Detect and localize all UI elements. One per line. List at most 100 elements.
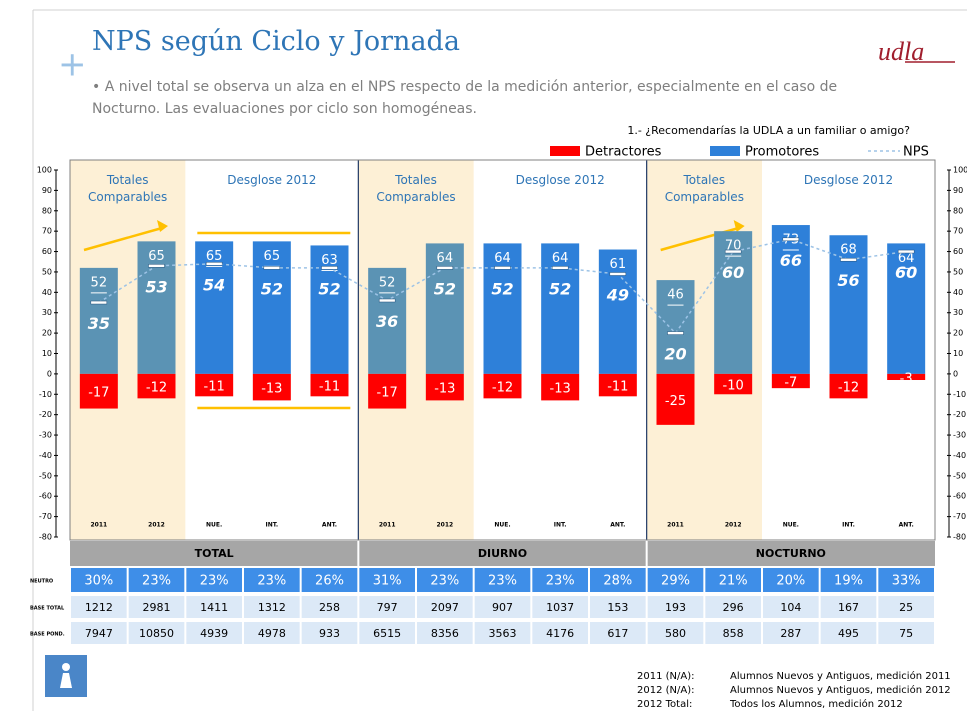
- table-value: 4978: [258, 627, 286, 640]
- table-cell: [878, 596, 934, 618]
- x-tick-label: 2012: [436, 522, 453, 529]
- bullet-text: A nivel total se observa un alza en el N…: [92, 79, 838, 117]
- y-tick-label: 30: [42, 308, 52, 317]
- table-cell: [71, 596, 127, 618]
- nps-marker: [378, 298, 396, 303]
- footnote-term: 2012 (N/A):: [637, 685, 695, 696]
- bar: [79, 373, 118, 409]
- table-cell: [301, 568, 358, 592]
- nps-label: 52: [549, 279, 571, 298]
- nps-label: 52: [261, 279, 283, 298]
- y-tick-label: -50: [39, 471, 52, 480]
- bar: [598, 373, 637, 397]
- nps-marker: [494, 266, 511, 270]
- table-value: 287: [780, 627, 801, 640]
- y2-tick-label: 60: [953, 247, 963, 256]
- plus-icon: +: [58, 45, 87, 85]
- bar: [656, 280, 695, 374]
- promoter-label: 65: [264, 249, 281, 264]
- bar: [368, 267, 407, 374]
- y-tick-label: -40: [39, 451, 52, 460]
- x-tick-label: NUE.: [206, 522, 222, 529]
- legend-swatch: [550, 146, 580, 156]
- table-cell: [705, 622, 761, 644]
- nps-label: 35: [88, 314, 110, 333]
- promoter-label: 63: [321, 253, 338, 268]
- y-tick-label: -20: [39, 410, 52, 419]
- y-tick-label: 40: [42, 288, 52, 297]
- table-group: TOTAL: [195, 547, 234, 560]
- y2-tick-label: 0: [953, 369, 958, 378]
- table-value: 23%: [488, 574, 517, 589]
- promoter-label: 52: [379, 275, 396, 290]
- nps-label: 52: [318, 279, 340, 298]
- title: NPS según Ciclo y Jornada: [92, 26, 460, 57]
- table-group: NOCTURNO: [756, 547, 826, 560]
- table-group: DIURNO: [478, 547, 527, 560]
- footnote-text: Alumnos Nuevos y Antiguos, medición 2011: [730, 670, 951, 682]
- x-tick-label: ANT.: [899, 522, 914, 529]
- nps-label: 56: [837, 271, 859, 290]
- y-tick-label: 10: [42, 349, 52, 358]
- footnote-text: Todos los Alumnos, medición 2012: [729, 698, 903, 710]
- bar: [714, 231, 753, 374]
- y-tick-label: -10: [39, 390, 52, 399]
- bar: [656, 373, 695, 425]
- footnote-term: 2011 (N/A):: [637, 671, 695, 682]
- x-tick-label: 2011: [667, 522, 684, 529]
- y-tick-label: -80: [39, 533, 52, 542]
- table-value: 75: [899, 627, 913, 640]
- table-value: 21%: [719, 574, 748, 589]
- table-cell: [301, 596, 358, 618]
- y2-tick-label: -60: [953, 492, 966, 501]
- detractor-label: -12: [838, 381, 859, 396]
- table-value: 3563: [489, 627, 517, 640]
- row-label: NEUTRO: [30, 579, 53, 585]
- promoter-label: 46: [667, 288, 684, 303]
- bar: [771, 373, 810, 389]
- group-left-label: Totales Comparables: [88, 173, 168, 204]
- y-tick-label: 20: [42, 329, 52, 338]
- table-value: 6515: [373, 627, 401, 640]
- x-tick-label: INT.: [265, 522, 278, 529]
- table-value: 10850: [139, 627, 174, 640]
- table-cell: [417, 596, 473, 618]
- table-value: 296: [723, 601, 744, 614]
- row-label: BASE POND.: [30, 632, 65, 638]
- y-tick-label: 0: [47, 369, 52, 378]
- legend-label: Promotores: [745, 145, 819, 160]
- bar: [368, 373, 407, 409]
- table-cell: [705, 596, 761, 618]
- x-tick-label: 2012: [725, 522, 742, 529]
- group-right-label: Desglose 2012: [515, 173, 605, 187]
- detractor-label: -11: [204, 380, 225, 395]
- nps-label: 66: [780, 251, 802, 270]
- detractor-label: -12: [146, 381, 167, 396]
- table-cell: [474, 596, 531, 618]
- table-value: 193: [665, 601, 686, 614]
- table-value: 2981: [143, 601, 171, 614]
- detractor-label: -11: [607, 380, 628, 395]
- table-value: 1037: [546, 601, 574, 614]
- table-cell: [359, 596, 415, 618]
- bar: [79, 267, 118, 374]
- table-cell: [532, 596, 588, 618]
- table-value: 104: [780, 601, 801, 614]
- table-cell: [590, 568, 646, 592]
- table-value: 20%: [776, 574, 805, 589]
- table-value: 495: [838, 627, 859, 640]
- bar: [310, 373, 349, 397]
- table-cell: [417, 568, 473, 592]
- y2-tick-label: 40: [953, 288, 963, 297]
- x-tick-label: 2012: [148, 522, 165, 529]
- question: 1.- ¿Recomendarías la UDLA a un familiar…: [627, 124, 910, 137]
- y2-tick-label: 50: [953, 267, 963, 276]
- table-cell: [590, 596, 646, 618]
- promoter-label: 64: [494, 251, 511, 266]
- x-tick-label: NUE.: [494, 522, 510, 529]
- nps-label: 20: [664, 345, 686, 364]
- nps-label: 52: [434, 279, 456, 298]
- table-cell: [128, 622, 185, 644]
- table-cell: [71, 622, 127, 644]
- nps-label: 52: [491, 279, 513, 298]
